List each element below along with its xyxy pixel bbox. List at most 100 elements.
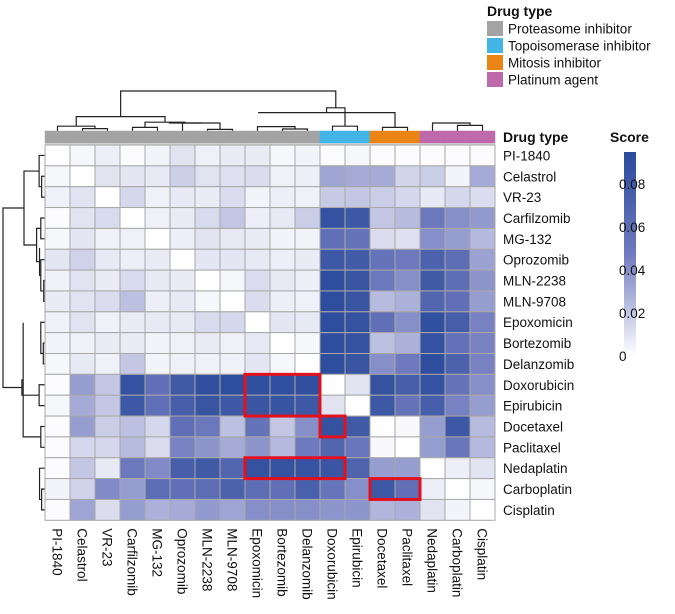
- dendrogram-link: [2, 207, 24, 389]
- row-label: Cisplatin: [503, 503, 555, 518]
- annotation-cell: [69, 130, 96, 144]
- annotation-cell: [169, 130, 196, 144]
- heatmap-cell: [444, 144, 471, 167]
- heatmap-cell: [44, 457, 71, 480]
- heatmap-cell: [144, 186, 171, 209]
- heatmap-cell: [69, 436, 96, 459]
- heatmap-cell: [144, 353, 171, 375]
- heatmap-cell: [469, 415, 496, 438]
- heatmap-cell: [219, 186, 246, 209]
- heatmap-cell: [269, 373, 296, 396]
- heatmap-cell: [269, 227, 296, 250]
- heatmap-cell: [419, 373, 446, 396]
- heatmap-cell: [294, 227, 321, 250]
- heatmap-cell: [69, 478, 96, 500]
- heatmap-cell: [294, 436, 321, 459]
- heatmap-cell: [444, 353, 471, 375]
- heatmap-cell: [469, 311, 496, 334]
- legend-swatch: [487, 21, 503, 36]
- heatmap-cell: [269, 498, 296, 521]
- heatmap-cell: [344, 269, 371, 292]
- row-label: Celastrol: [503, 169, 556, 184]
- heatmap-cell: [369, 498, 396, 521]
- heatmap-cell: [144, 478, 171, 500]
- heatmap-cell: [244, 165, 271, 188]
- heatmap-cell: [469, 332, 496, 354]
- heatmap-cell: [244, 457, 271, 480]
- annotation-cell: [444, 130, 471, 144]
- row-label: Paclitaxel: [503, 440, 561, 455]
- annotation-cell: [269, 130, 296, 144]
- heatmap-cell: [319, 165, 346, 188]
- heatmap-cell: [144, 311, 171, 334]
- row-label: Nedaplatin: [503, 461, 568, 476]
- heatmap-cell: [44, 373, 71, 396]
- heatmap-cell: [369, 373, 396, 396]
- heatmap-cell: [44, 436, 71, 459]
- heatmap-cell: [69, 373, 96, 396]
- heatmap-cell: [419, 498, 446, 521]
- heatmap-cell: [194, 248, 221, 271]
- heatmap-cell: [69, 415, 96, 438]
- dendrogram-link: [41, 488, 45, 511]
- column-label: MG-132: [150, 528, 165, 577]
- heatmap-cell: [119, 311, 146, 334]
- dendrogram-link: [258, 111, 396, 128]
- highlight-box: [243, 372, 322, 418]
- dendrogram-link: [256, 125, 296, 131]
- heatmap-cell: [219, 394, 246, 417]
- heatmap-cell: [244, 144, 271, 167]
- heatmap-cell: [194, 165, 221, 188]
- dendrogram-link: [40, 217, 45, 240]
- heatmap-cell: [119, 353, 146, 375]
- heatmap-cell: [144, 165, 171, 188]
- heatmap-cell: [194, 394, 221, 417]
- drug-type-legend: Drug type Proteasome inhibitor Topoisomer…: [487, 3, 651, 88]
- dendrogram-link: [456, 124, 484, 131]
- heatmap-cell: [294, 498, 321, 521]
- heatmap-cell: [169, 290, 196, 313]
- annotation-cell: [219, 130, 246, 144]
- heatmap-cell: [44, 269, 71, 292]
- heatmap-cell: [244, 394, 271, 417]
- heatmap-cell: [394, 144, 421, 167]
- heatmap-cell: [219, 332, 246, 354]
- heatmap-cell: [94, 311, 121, 334]
- heatmap-cell: [419, 332, 446, 354]
- heatmap-cell: [294, 207, 321, 229]
- column-label: Delanzomib: [300, 528, 315, 599]
- heatmap-cell: [244, 186, 271, 209]
- heatmap-cell: [44, 186, 71, 209]
- column-label: Celastrol: [75, 528, 90, 581]
- heatmap-cell: [319, 207, 346, 229]
- heatmap-cell: [194, 498, 221, 521]
- dendrogram-link: [38, 384, 45, 407]
- heatmap-cell: [294, 311, 321, 334]
- heatmap-cell: [94, 436, 121, 459]
- heatmap-cell: [344, 332, 371, 354]
- heatmap-cell: [394, 415, 421, 438]
- heatmap-cell: [419, 436, 446, 459]
- heatmap-cell: [69, 248, 96, 271]
- heatmap-cell: [344, 207, 371, 229]
- heatmap-cell: [294, 165, 321, 188]
- heatmap-cell: [269, 311, 296, 334]
- dendrogram-link: [40, 259, 45, 292]
- dendrogram-link: [38, 467, 45, 501]
- legend-swatch: [487, 38, 503, 53]
- annotation-cell: [194, 130, 221, 144]
- heatmap-cell: [244, 498, 271, 521]
- heatmap-cell: [369, 186, 396, 209]
- heatmap-cell: [244, 311, 271, 334]
- heatmap-cell: [144, 290, 171, 313]
- heatmap-cell: [469, 248, 496, 271]
- heatmap-cell: [194, 207, 221, 229]
- heatmap-cell: [319, 311, 346, 334]
- heatmap-cell: [319, 436, 346, 459]
- heatmap-cell: [219, 498, 246, 521]
- heatmap-cell: [119, 436, 146, 459]
- heatmap-cell: [119, 269, 146, 292]
- row-label: PI-1840: [503, 148, 550, 163]
- heatmap-cell: [44, 478, 71, 500]
- heatmap-cell: [144, 394, 171, 417]
